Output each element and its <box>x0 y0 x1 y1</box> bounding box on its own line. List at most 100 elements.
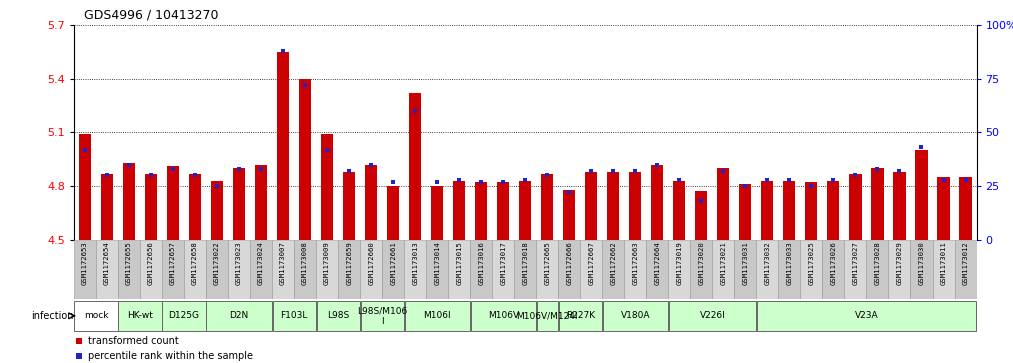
Text: GSM1173023: GSM1173023 <box>236 241 242 285</box>
Bar <box>739 184 752 240</box>
FancyBboxPatch shape <box>866 240 888 299</box>
FancyBboxPatch shape <box>206 240 228 299</box>
FancyBboxPatch shape <box>228 240 250 299</box>
Text: GSM1172667: GSM1172667 <box>589 241 595 285</box>
Bar <box>497 183 510 240</box>
FancyBboxPatch shape <box>74 240 96 299</box>
FancyBboxPatch shape <box>471 301 536 331</box>
Text: GSM1173018: GSM1173018 <box>523 241 528 285</box>
Text: GSM1173030: GSM1173030 <box>919 241 925 285</box>
FancyBboxPatch shape <box>823 240 845 299</box>
Text: F103L: F103L <box>281 311 308 320</box>
FancyBboxPatch shape <box>470 240 492 299</box>
FancyBboxPatch shape <box>559 301 602 331</box>
FancyBboxPatch shape <box>624 240 646 299</box>
Text: GSM1173013: GSM1173013 <box>412 241 418 285</box>
Text: D2N: D2N <box>229 311 248 320</box>
Bar <box>167 166 179 240</box>
Bar <box>607 172 619 240</box>
Bar <box>916 150 928 240</box>
Bar <box>849 174 861 240</box>
Bar <box>277 52 289 240</box>
Text: GSM1172655: GSM1172655 <box>126 241 132 285</box>
Text: GSM1173016: GSM1173016 <box>478 241 484 285</box>
Text: GSM1172654: GSM1172654 <box>104 241 110 285</box>
FancyBboxPatch shape <box>734 240 757 299</box>
FancyBboxPatch shape <box>757 240 778 299</box>
Text: GSM1173024: GSM1173024 <box>258 241 264 285</box>
FancyBboxPatch shape <box>316 301 360 331</box>
FancyBboxPatch shape <box>603 240 624 299</box>
FancyBboxPatch shape <box>646 240 669 299</box>
FancyBboxPatch shape <box>184 240 206 299</box>
Text: GSM1173015: GSM1173015 <box>456 241 462 285</box>
Text: GSM1172661: GSM1172661 <box>390 241 396 285</box>
Text: GSM1173032: GSM1173032 <box>765 241 771 285</box>
Bar <box>101 174 113 240</box>
FancyBboxPatch shape <box>162 301 206 331</box>
Text: GSM1173007: GSM1173007 <box>280 241 286 285</box>
Bar <box>432 186 444 240</box>
Bar <box>586 172 598 240</box>
FancyBboxPatch shape <box>800 240 823 299</box>
Bar <box>453 181 465 240</box>
Text: GSM1173029: GSM1173029 <box>897 241 903 285</box>
FancyBboxPatch shape <box>603 301 668 331</box>
Bar <box>541 174 553 240</box>
FancyBboxPatch shape <box>162 240 184 299</box>
Bar <box>520 181 531 240</box>
Text: GSM1172660: GSM1172660 <box>368 241 374 285</box>
FancyBboxPatch shape <box>74 301 118 331</box>
Text: infection: infection <box>31 311 74 321</box>
FancyBboxPatch shape <box>448 240 470 299</box>
Bar <box>893 172 906 240</box>
FancyBboxPatch shape <box>580 240 603 299</box>
Text: GSM1172662: GSM1172662 <box>610 241 616 285</box>
Text: M106V: M106V <box>487 311 519 320</box>
Bar <box>937 177 949 240</box>
Text: V180A: V180A <box>621 311 650 320</box>
FancyBboxPatch shape <box>316 240 338 299</box>
FancyBboxPatch shape <box>690 240 712 299</box>
FancyBboxPatch shape <box>207 301 271 331</box>
Text: percentile rank within the sample: percentile rank within the sample <box>88 351 253 361</box>
Text: R227K: R227K <box>565 311 595 320</box>
Text: GSM1173021: GSM1173021 <box>720 241 726 285</box>
Bar <box>343 172 356 240</box>
Bar <box>695 191 707 240</box>
Text: GSM1173022: GSM1173022 <box>214 241 220 285</box>
FancyBboxPatch shape <box>757 301 977 331</box>
Text: GSM1173014: GSM1173014 <box>435 241 441 285</box>
Bar <box>959 177 971 240</box>
FancyBboxPatch shape <box>845 240 866 299</box>
Bar <box>365 165 377 240</box>
FancyBboxPatch shape <box>426 240 448 299</box>
Bar <box>762 181 774 240</box>
FancyBboxPatch shape <box>778 240 800 299</box>
FancyBboxPatch shape <box>118 240 140 299</box>
Text: GSM1172666: GSM1172666 <box>566 241 572 285</box>
Text: GSM1172664: GSM1172664 <box>654 241 660 285</box>
Bar <box>145 174 157 240</box>
FancyBboxPatch shape <box>558 240 580 299</box>
Bar <box>651 165 664 240</box>
FancyBboxPatch shape <box>140 240 162 299</box>
Text: GSM1172656: GSM1172656 <box>148 241 154 285</box>
FancyBboxPatch shape <box>515 240 536 299</box>
Text: GSM1173009: GSM1173009 <box>324 241 330 285</box>
FancyBboxPatch shape <box>119 301 161 331</box>
Text: GSM1173025: GSM1173025 <box>808 241 814 285</box>
Bar <box>828 181 840 240</box>
Bar <box>805 183 817 240</box>
FancyBboxPatch shape <box>338 240 361 299</box>
FancyBboxPatch shape <box>361 301 404 331</box>
Text: GDS4996 / 10413270: GDS4996 / 10413270 <box>84 9 219 22</box>
FancyBboxPatch shape <box>536 240 558 299</box>
Text: GSM1172657: GSM1172657 <box>170 241 176 285</box>
Bar <box>563 189 575 240</box>
Text: M106I: M106I <box>423 311 451 320</box>
FancyBboxPatch shape <box>294 240 316 299</box>
FancyBboxPatch shape <box>272 240 294 299</box>
Text: GSM1172653: GSM1172653 <box>82 241 88 285</box>
Text: HK-wt: HK-wt <box>127 311 153 320</box>
